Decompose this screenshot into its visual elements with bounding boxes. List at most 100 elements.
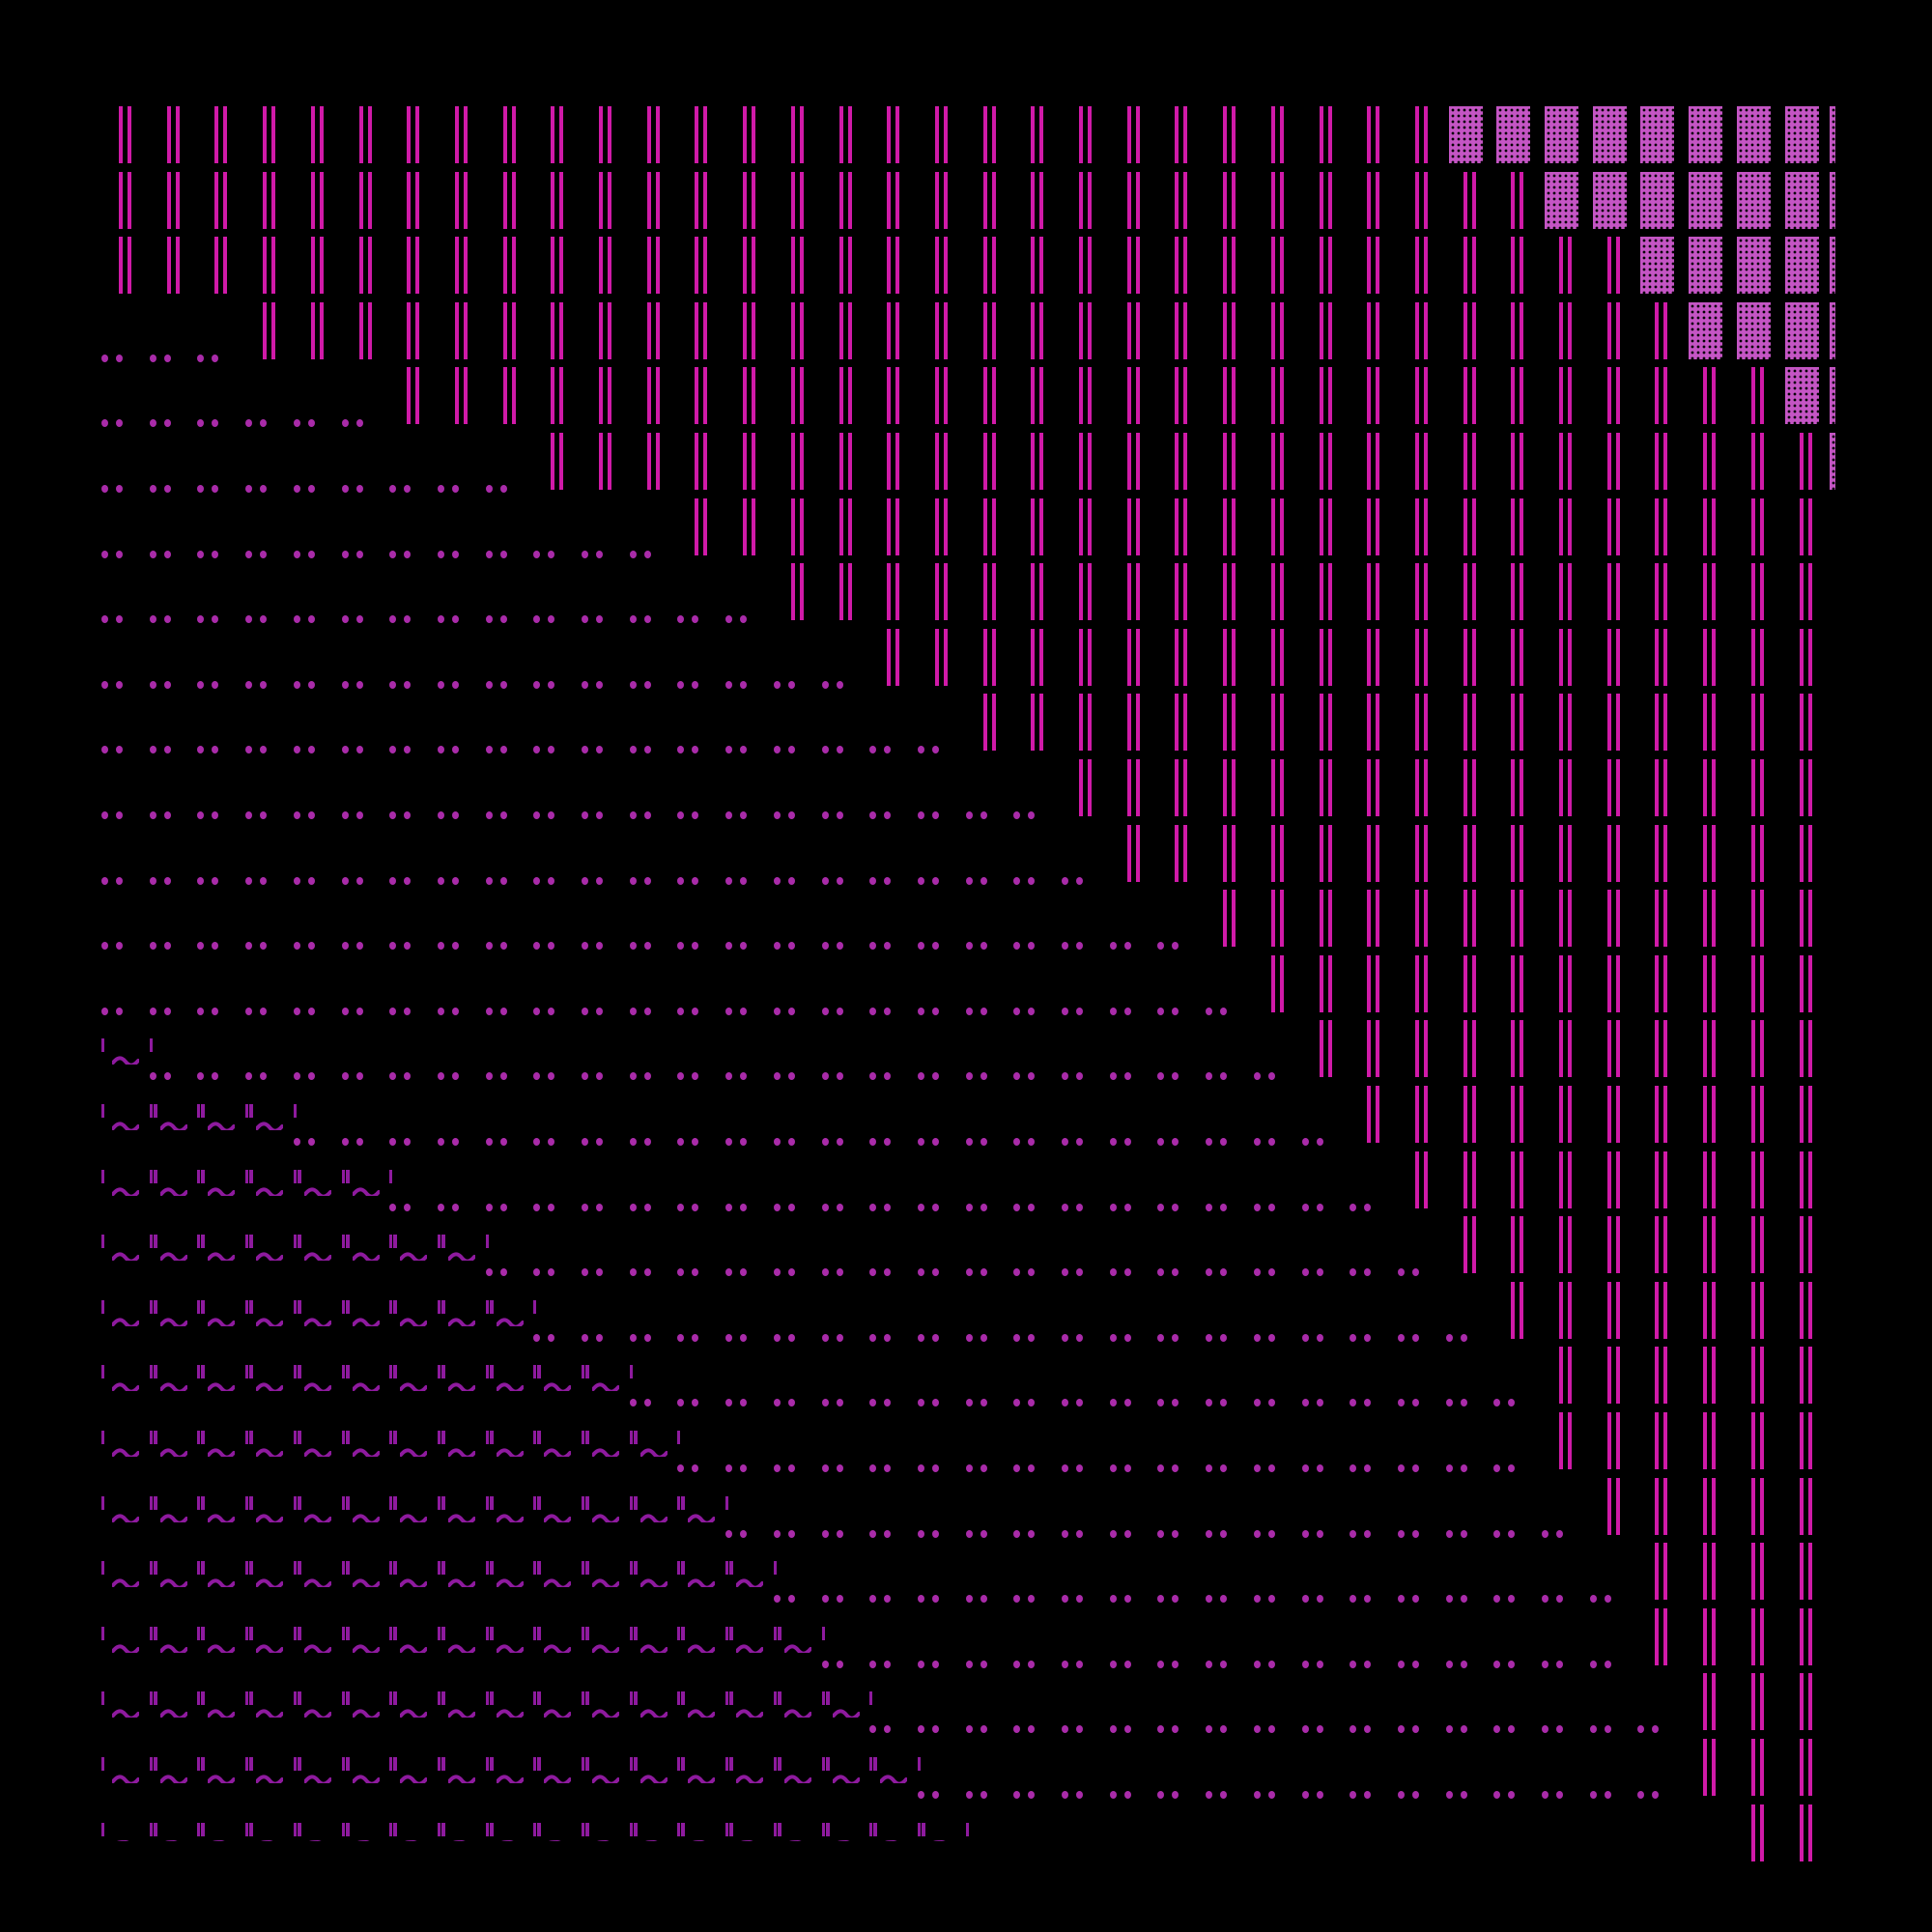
dot-glyph xyxy=(389,746,397,754)
dot-glyph xyxy=(980,876,987,885)
dot-glyph xyxy=(1206,1529,1213,1538)
dot-glyph xyxy=(773,1399,781,1407)
dot-glyph xyxy=(149,1007,156,1015)
tick-glyph xyxy=(101,1299,104,1314)
dot-glyph xyxy=(163,811,171,819)
tick-glyph xyxy=(629,1691,638,1706)
dot-glyph xyxy=(101,354,108,362)
dot-glyph xyxy=(212,811,219,819)
bar-glyph xyxy=(1807,1151,1812,1208)
bar-glyph xyxy=(1414,106,1419,163)
tick-glyph xyxy=(485,1626,494,1640)
dot-glyph xyxy=(389,1203,397,1211)
tilde-glyph xyxy=(496,1379,524,1392)
dot-glyph xyxy=(884,1333,892,1342)
bar-glyph xyxy=(1750,433,1755,490)
dot-glyph xyxy=(1123,1791,1131,1799)
dot-glyph xyxy=(869,1725,877,1734)
dot-glyph xyxy=(1206,1595,1213,1604)
dot-glyph xyxy=(499,615,507,624)
bar-glyph xyxy=(1423,497,1428,555)
bar-glyph xyxy=(1279,433,1284,490)
dot-glyph xyxy=(485,1203,493,1211)
dot-glyph xyxy=(773,811,781,819)
tilde-glyph xyxy=(736,1576,764,1588)
dot-glyph xyxy=(1364,1529,1372,1538)
tilde-glyph xyxy=(592,1706,619,1719)
dot-glyph xyxy=(1267,1333,1275,1342)
dot-glyph xyxy=(116,615,123,624)
tick-glyph xyxy=(821,1822,830,1836)
dot-glyph xyxy=(725,811,733,819)
dot-glyph xyxy=(1445,1791,1453,1799)
dot-glyph xyxy=(836,1072,843,1081)
dot-glyph xyxy=(1604,1725,1611,1734)
bar-glyph xyxy=(695,367,699,425)
dot-glyph xyxy=(307,746,315,754)
bar-glyph xyxy=(1712,1347,1717,1405)
dot-glyph xyxy=(740,615,748,624)
dot-glyph xyxy=(404,615,412,624)
dot-glyph xyxy=(1637,1791,1645,1799)
bar-glyph xyxy=(599,106,603,163)
dot-glyph xyxy=(787,1595,795,1604)
bar-glyph xyxy=(1759,1151,1764,1208)
bar-glyph xyxy=(1079,237,1083,295)
dot-glyph xyxy=(917,1399,924,1407)
dot-glyph xyxy=(740,1072,748,1081)
tilde-glyph xyxy=(208,1772,236,1783)
dot-glyph xyxy=(499,811,507,819)
bar-glyph xyxy=(1559,759,1563,816)
dot-glyph xyxy=(740,1268,748,1277)
dot-glyph xyxy=(499,942,507,951)
tick-glyph xyxy=(245,1561,254,1576)
dot-glyph xyxy=(629,615,637,624)
bar-glyph xyxy=(1759,1804,1764,1861)
dot-glyph xyxy=(101,485,108,493)
dot-glyph xyxy=(355,419,363,428)
bar-glyph xyxy=(1559,497,1563,555)
dot-glyph xyxy=(389,615,397,624)
tilde-glyph xyxy=(256,1119,284,1130)
bar-glyph xyxy=(1559,1216,1563,1274)
tilde-glyph xyxy=(447,1315,475,1326)
bar-glyph xyxy=(1703,1543,1708,1601)
bar-glyph xyxy=(1606,694,1611,752)
bar-glyph xyxy=(887,433,892,490)
bar-glyph xyxy=(1175,628,1179,686)
bar-glyph xyxy=(799,497,804,555)
bar-glyph xyxy=(1520,237,1524,295)
dot-glyph xyxy=(980,811,987,819)
checker-glyph xyxy=(1689,301,1723,359)
bar-glyph xyxy=(319,301,324,359)
bar-glyph xyxy=(1039,563,1044,621)
bar-glyph xyxy=(934,497,939,555)
tilde-glyph xyxy=(400,1772,428,1783)
bar-glyph xyxy=(1471,759,1476,816)
bar-glyph xyxy=(1463,171,1467,229)
dot-glyph xyxy=(101,615,108,624)
bar-glyph xyxy=(502,237,507,295)
bar-glyph xyxy=(1414,824,1419,882)
bar-glyph xyxy=(703,367,708,425)
dot-glyph xyxy=(1220,1072,1228,1081)
dot-glyph xyxy=(1397,1791,1405,1799)
bar-glyph xyxy=(1175,563,1179,621)
bar-glyph xyxy=(1175,759,1179,816)
dot-glyph xyxy=(260,680,268,689)
bar-glyph xyxy=(166,237,171,295)
dot-glyph xyxy=(1123,1660,1131,1668)
dot-glyph xyxy=(1542,1725,1548,1734)
dot-glyph xyxy=(437,811,444,819)
bar-glyph xyxy=(847,171,852,229)
bar-glyph xyxy=(415,237,420,295)
dot-glyph xyxy=(1364,1660,1372,1668)
dot-glyph xyxy=(1172,1203,1179,1211)
bar-glyph xyxy=(1423,759,1428,816)
bar-glyph xyxy=(1463,628,1467,686)
tick-glyph xyxy=(341,1691,350,1706)
tick-glyph xyxy=(965,1822,969,1836)
bar-glyph xyxy=(1223,628,1228,686)
tilde-glyph xyxy=(784,1833,811,1841)
dot-glyph xyxy=(485,1072,493,1081)
